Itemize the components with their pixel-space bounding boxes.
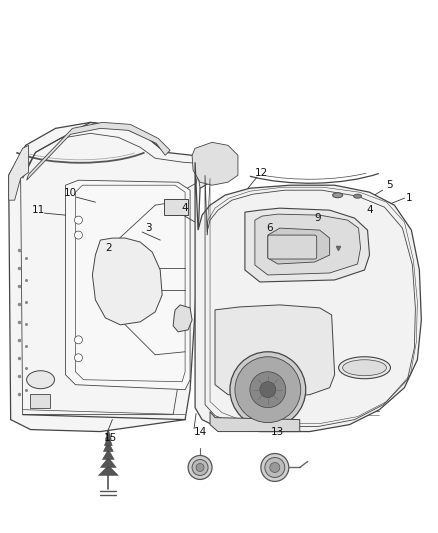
Polygon shape — [195, 162, 421, 432]
Polygon shape — [245, 208, 370, 282]
Polygon shape — [9, 146, 28, 200]
Polygon shape — [66, 180, 190, 390]
FancyBboxPatch shape — [268, 235, 317, 259]
Circle shape — [230, 352, 306, 427]
Circle shape — [188, 456, 212, 480]
Circle shape — [74, 354, 82, 362]
Polygon shape — [173, 305, 192, 332]
Circle shape — [270, 463, 280, 472]
Text: 3: 3 — [145, 223, 152, 233]
Ellipse shape — [332, 193, 343, 198]
Polygon shape — [99, 465, 118, 475]
Text: 5: 5 — [386, 180, 393, 190]
Polygon shape — [100, 457, 117, 467]
Text: 9: 9 — [314, 213, 321, 223]
Text: 15: 15 — [104, 433, 117, 442]
Circle shape — [74, 336, 82, 344]
Ellipse shape — [353, 194, 361, 198]
Text: 14: 14 — [194, 426, 207, 437]
Circle shape — [250, 372, 286, 408]
Polygon shape — [210, 411, 300, 432]
Circle shape — [74, 216, 82, 224]
Polygon shape — [215, 305, 335, 398]
Ellipse shape — [339, 357, 390, 379]
Circle shape — [260, 382, 276, 398]
Polygon shape — [104, 435, 112, 446]
Text: 4: 4 — [366, 205, 373, 215]
Polygon shape — [255, 214, 360, 275]
Text: 11: 11 — [32, 205, 45, 215]
Polygon shape — [192, 155, 212, 188]
Polygon shape — [103, 441, 113, 451]
Circle shape — [196, 464, 204, 472]
Text: 2: 2 — [105, 243, 112, 253]
Text: 4: 4 — [182, 203, 188, 213]
Text: 6: 6 — [267, 223, 273, 233]
Ellipse shape — [343, 360, 386, 376]
Polygon shape — [192, 142, 238, 185]
Circle shape — [261, 454, 289, 481]
Polygon shape — [9, 123, 212, 432]
Circle shape — [192, 459, 208, 475]
Ellipse shape — [27, 371, 54, 389]
Circle shape — [265, 457, 285, 478]
Polygon shape — [102, 449, 114, 459]
Polygon shape — [106, 430, 111, 440]
Text: 13: 13 — [271, 426, 284, 437]
Circle shape — [74, 231, 82, 239]
Polygon shape — [27, 123, 170, 180]
Polygon shape — [92, 238, 162, 325]
Text: 10: 10 — [64, 188, 77, 198]
Text: 1: 1 — [406, 193, 413, 203]
Circle shape — [235, 357, 301, 423]
FancyBboxPatch shape — [30, 394, 49, 408]
FancyBboxPatch shape — [164, 199, 188, 215]
Polygon shape — [268, 228, 330, 264]
Text: 12: 12 — [255, 168, 268, 178]
